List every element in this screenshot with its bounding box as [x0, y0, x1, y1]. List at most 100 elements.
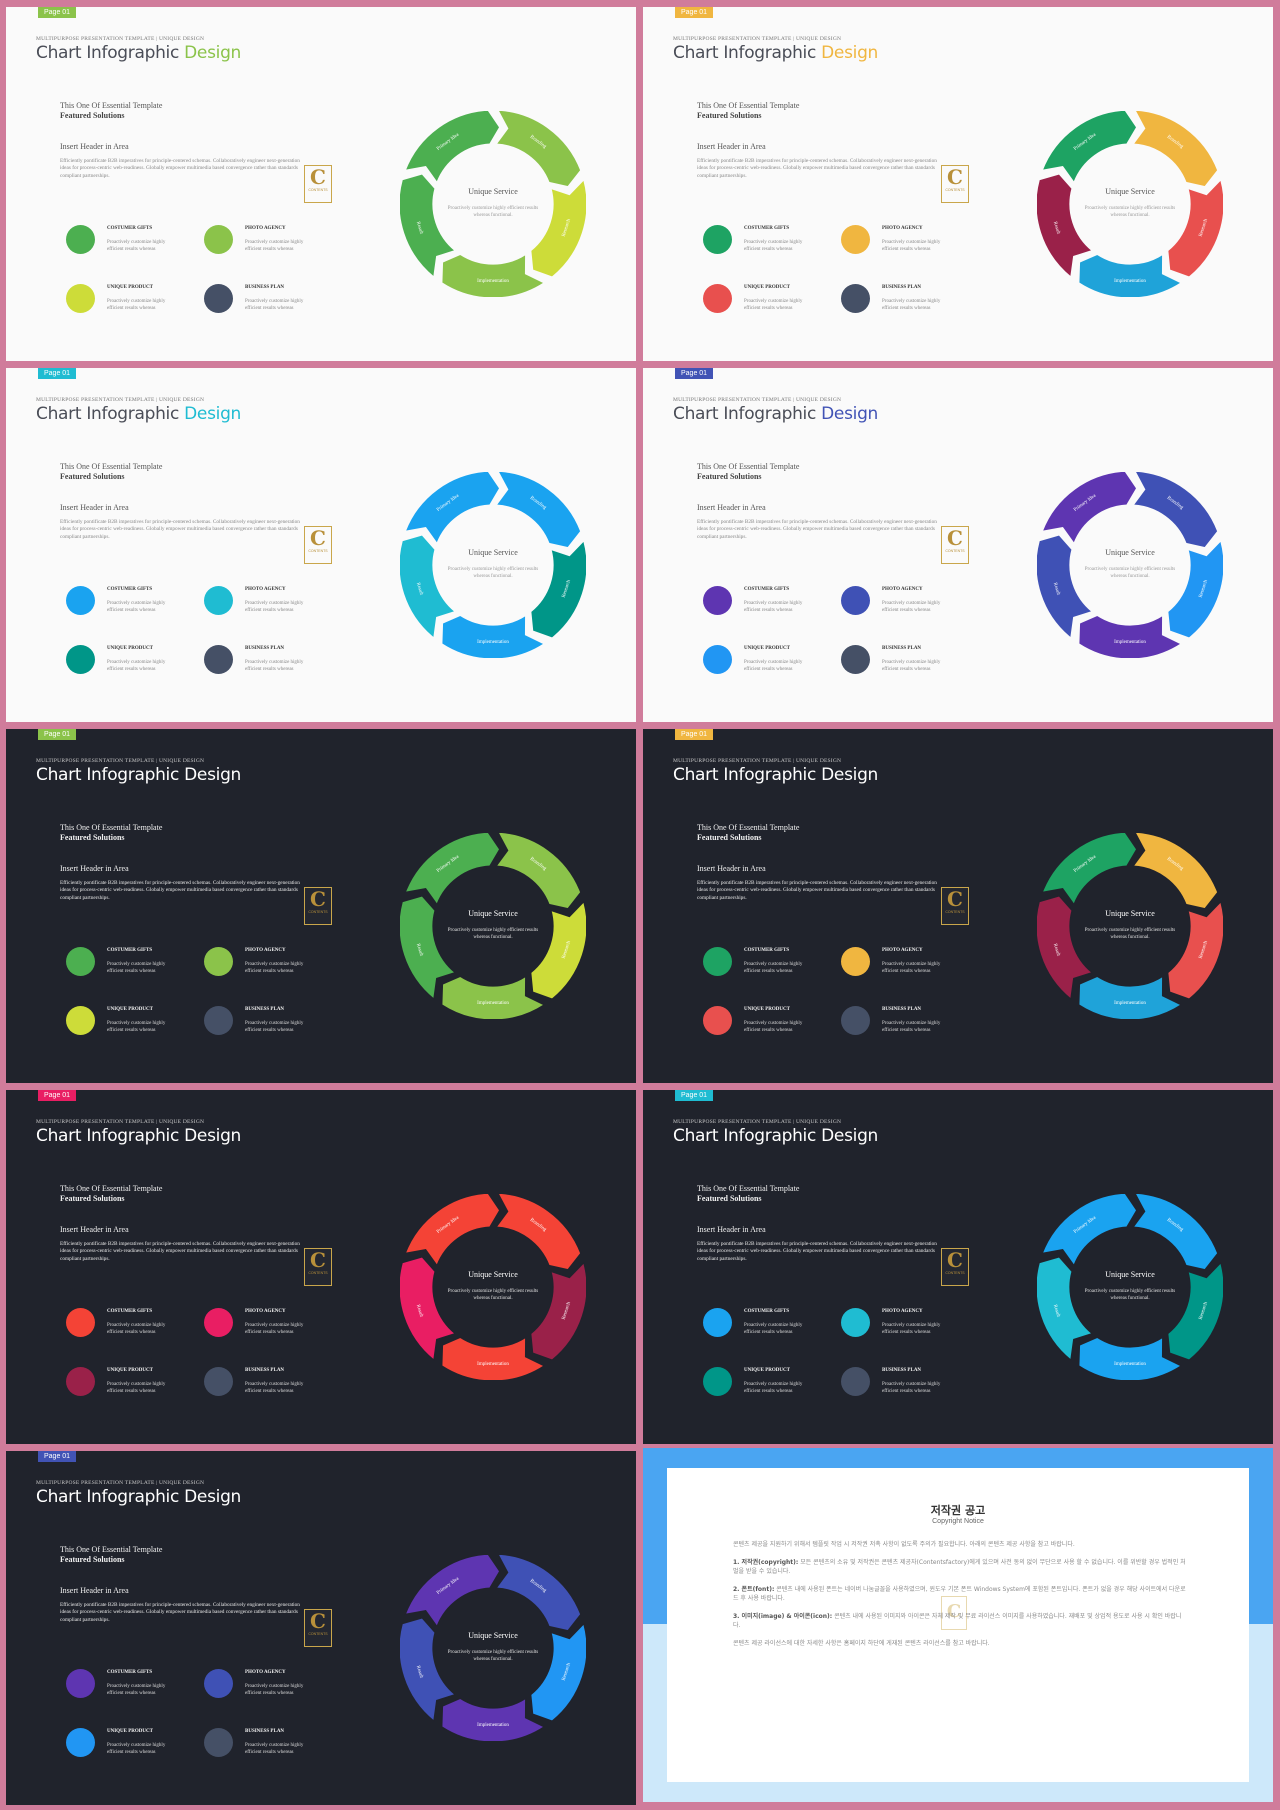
ring-label-3: Research — [1199, 579, 1210, 598]
page-tag: Page 01 — [38, 1451, 77, 1462]
ring-segment-3 — [530, 178, 586, 278]
ring-segment-4 — [1078, 614, 1183, 658]
feature-dot — [841, 947, 870, 976]
ring-segment-3 — [1167, 539, 1223, 639]
ring-label-3: Research — [562, 218, 573, 237]
feature-title: PHOTO AGENCY — [245, 948, 286, 953]
logo-letter: C — [947, 165, 963, 189]
logo-text: CONTENTS — [308, 1271, 328, 1275]
feature-desc: Proactively customize highly efficient r… — [882, 1323, 941, 1335]
feature-dot — [66, 947, 95, 976]
feature-desc: Proactively customize highly efficient r… — [744, 1323, 803, 1335]
intro-line: This One Of Essential Template — [697, 462, 800, 471]
cycle-ring: Primary Idea BrandingResearchImplementati… — [1037, 472, 1223, 658]
notice-item-copyright: 1. 저작권(copyright): 모든 콘텐츠의 소유 및 저작권은 콘텐츠… — [733, 1558, 1187, 1576]
feature-dot — [66, 1308, 95, 1337]
feature-title: PHOTO AGENCY — [882, 1309, 923, 1314]
slide-6: Page 01 MULTIPURPOSE PRESENTATION TEMPLAT… — [643, 729, 1273, 1083]
ring-label-5: Result — [1052, 582, 1061, 596]
slide-3: Page 01 MULTIPURPOSE PRESENTATION TEMPLAT… — [6, 368, 636, 722]
feature-dot — [204, 284, 233, 313]
title-accent: Design — [184, 1126, 242, 1146]
feature-title: COSTUMER GIFTS — [744, 1309, 790, 1314]
ring-segment-1 — [1041, 111, 1138, 184]
ring-center-title: Unique Service — [1105, 548, 1155, 557]
title-main: Chart Infographic — [673, 765, 822, 785]
feature-title: UNIQUE PRODUCT — [107, 646, 153, 651]
logo-letter: C — [310, 887, 326, 911]
ring-center-desc: Proactively customize highly efficient r… — [447, 206, 539, 218]
contents-logo: C CONTENTS — [304, 887, 332, 925]
feature-desc: Proactively customize highly efficient r… — [107, 962, 166, 974]
title-accent: Design — [184, 765, 242, 785]
ring-label-3: Research — [1199, 218, 1210, 237]
slide-title: Chart Infographic Design — [36, 1126, 241, 1146]
title-main: Chart Infographic — [36, 1126, 185, 1146]
page-tag: Page 01 — [38, 368, 77, 379]
ring-segment-2 — [494, 1555, 582, 1632]
ring-segment-2 — [494, 1194, 582, 1271]
feature-title: UNIQUE PRODUCT — [744, 1007, 790, 1012]
notice-item-image: 3. 이미지(image) & 아이콘(icon): 콘텐츠 내에 사용된 이미… — [733, 1612, 1187, 1630]
intro-bold-line: Featured Solutions — [60, 1194, 125, 1203]
ring-segment-4 — [441, 614, 546, 658]
intro-bold-line: Featured Solutions — [697, 111, 762, 120]
cycle-ring: Primary Idea BrandingResearchImplementati… — [400, 111, 586, 297]
ring-segment-5 — [1037, 895, 1094, 1001]
feature-desc: Proactively customize highly efficient r… — [107, 1021, 166, 1033]
feature-desc: Proactively customize highly efficient r… — [107, 299, 166, 311]
cycle-ring: Primary Idea BrandingResearchImplementati… — [400, 472, 586, 658]
logo-letter: C — [310, 526, 326, 550]
feature-title: UNIQUE PRODUCT — [107, 1368, 153, 1373]
notice-item-copyright-label: 1. 저작권(copyright): — [733, 1559, 799, 1566]
feature-title: UNIQUE PRODUCT — [107, 1729, 153, 1734]
feature-desc: Proactively customize highly efficient r… — [744, 660, 803, 672]
slide-title: Chart Infographic Design — [673, 404, 878, 424]
logo-text: CONTENTS — [945, 549, 965, 553]
ring-center-desc: Proactively customize highly efficient r… — [1084, 1289, 1176, 1301]
feature-title: UNIQUE PRODUCT — [107, 1007, 153, 1012]
ring-segment-3 — [1167, 178, 1223, 278]
ring-label-4: Implementation — [1114, 279, 1146, 284]
feature-dot — [703, 225, 732, 254]
ring-label-3: Research — [562, 940, 573, 959]
notice-outro: 콘텐츠 제공 라이선스에 대한 자세한 사항은 홈페이지 하단에 게재된 콘텐츠… — [733, 1640, 990, 1647]
feature-dot — [66, 1669, 95, 1698]
ring-label-5: Result — [1052, 943, 1061, 957]
ring-label-4: Implementation — [477, 1723, 509, 1728]
feature-dot — [204, 1728, 233, 1757]
section-header: Insert Header in Area — [60, 503, 129, 512]
feature-title: UNIQUE PRODUCT — [744, 1368, 790, 1373]
ring-segment-5 — [400, 534, 457, 640]
ring-label-5: Result — [415, 943, 424, 957]
logo-text: CONTENTS — [945, 910, 965, 914]
notice-item-font-label: 2. 폰트(font): — [733, 1586, 775, 1593]
feature-title: BUSINESS PLAN — [245, 285, 285, 290]
ring-center-desc: Proactively customize highly efficient r… — [1084, 928, 1176, 940]
intro-bold-line: Featured Solutions — [60, 111, 125, 120]
logo-text: CONTENTS — [308, 188, 328, 192]
ring-label-4: Implementation — [477, 640, 509, 645]
feature-desc: Proactively customize highly efficient r… — [245, 1684, 304, 1696]
logo-letter: C — [947, 887, 963, 911]
intro-line: This One Of Essential Template — [697, 823, 800, 832]
feature-title: COSTUMER GIFTS — [107, 587, 153, 592]
title-accent: Design — [821, 765, 879, 785]
feature-desc: Proactively customize highly efficient r… — [245, 1382, 304, 1394]
contents-logo: C CONTENTS — [941, 165, 969, 203]
title-main: Chart Infographic — [36, 765, 185, 785]
feature-title: BUSINESS PLAN — [245, 1729, 285, 1734]
body-paragraph: Efficiently pontificate B2B imperatives … — [697, 158, 937, 179]
logo-letter: C — [947, 1248, 963, 1272]
cycle-ring: Primary Idea BrandingResearchImplementati… — [400, 1194, 586, 1380]
slide-title: Chart Infographic Design — [36, 43, 241, 63]
ring-label-3: Research — [562, 1301, 573, 1320]
feature-desc: Proactively customize highly efficient r… — [245, 660, 304, 672]
feature-desc: Proactively customize highly efficient r… — [245, 1021, 304, 1033]
feature-desc: Proactively customize highly efficient r… — [882, 240, 941, 252]
intro-bold-line: Featured Solutions — [60, 1555, 125, 1564]
slide-title: Chart Infographic Design — [36, 765, 241, 785]
kicker-text: MULTIPURPOSE PRESENTATION TEMPLATE | UNI… — [36, 397, 205, 403]
copyright-notice-slide: 저작권 공고 Copyright Notice C 콘텐츠 제공을 지원하기 위… — [643, 1448, 1273, 1802]
slide-title: Chart Infographic Design — [36, 1487, 241, 1507]
